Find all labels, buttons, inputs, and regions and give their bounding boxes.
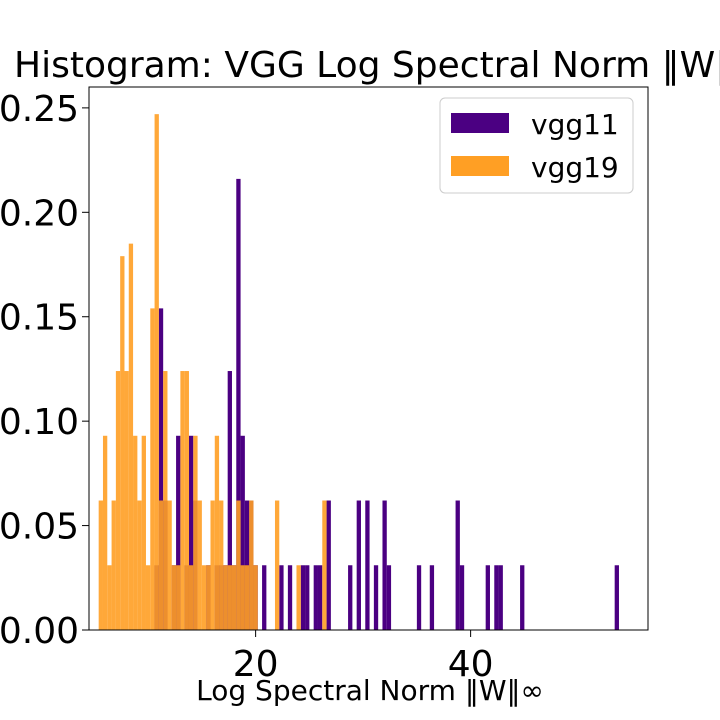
y-tick-label-0.00: 0.00 <box>0 611 79 652</box>
bar-vgg19-37 <box>274 500 280 630</box>
bar-vgg11-40 <box>520 565 525 630</box>
bar-vgg19-36 <box>253 565 258 630</box>
bar-vgg11-41 <box>614 565 619 630</box>
legend-label-vgg19: vgg19 <box>531 151 619 184</box>
bar-vgg11-25 <box>317 565 323 630</box>
bar-vgg11-15 <box>240 435 245 630</box>
bar-vgg19-35 <box>249 500 254 630</box>
bar-vgg11-21 <box>287 565 293 630</box>
x-axis-label: Log Spectral Norm ‖W‖∞ <box>196 674 544 707</box>
legend-label-vgg11: vgg11 <box>531 108 619 141</box>
plot-frame <box>88 86 649 631</box>
y-tick-label-0.25: 0.25 <box>0 89 79 130</box>
bar-vgg11-32 <box>386 565 392 630</box>
bar-vgg19-23 <box>197 500 202 630</box>
bar-vgg11-37 <box>485 565 490 630</box>
bar-vgg11-39 <box>498 565 503 630</box>
y-tick-label-0.20: 0.20 <box>0 193 79 234</box>
series-vgg19 <box>98 114 327 630</box>
legend-swatch-vgg11 <box>451 113 509 133</box>
bar-vgg19-16 <box>167 500 172 630</box>
bar-vgg19-30 <box>227 565 232 630</box>
bar-vgg11-20 <box>279 565 284 630</box>
bar-vgg19-13 <box>154 114 159 630</box>
chart-title: Histogram: VGG Log Spectral Norm ‖W‖∞ <box>14 45 720 86</box>
bar-vgg19-11 <box>145 565 151 630</box>
bar-vgg19-21 <box>188 565 194 630</box>
bar-vgg19-18 <box>176 565 181 630</box>
bar-vgg19-39 <box>322 500 327 630</box>
x-tick-label-20: 20 <box>233 644 279 685</box>
bar-vgg11-27 <box>348 565 353 630</box>
y-tick-label-0.10: 0.10 <box>0 402 79 443</box>
bar-vgg11-4 <box>176 435 181 630</box>
legend: vgg11 vgg19 <box>439 97 634 194</box>
bar-vgg19-24 <box>201 565 207 630</box>
bar-vgg19-22 <box>193 435 198 630</box>
bar-vgg19-5 <box>120 256 125 630</box>
bar-vgg19-34 <box>244 565 250 630</box>
bar-vgg19-19 <box>180 371 185 630</box>
bar-vgg11-35 <box>455 500 460 630</box>
bar-vgg19-15 <box>163 371 168 630</box>
bar-vgg19-32 <box>236 500 241 630</box>
bar-vgg19-12 <box>150 308 155 630</box>
bar-vgg19-3 <box>111 500 116 630</box>
bar-vgg19-25 <box>206 565 211 630</box>
ticks-layer: 20 40 0.00 0.05 0.10 0.15 0.20 0.25 <box>0 89 494 685</box>
legend-swatch-vgg19 <box>451 156 509 176</box>
bar-vgg11-19 <box>262 565 267 630</box>
bar-vgg11-30 <box>373 565 379 630</box>
x-tick-label-40: 40 <box>448 644 494 685</box>
bar-vgg11-6 <box>188 435 194 630</box>
series-vgg11 <box>154 178 619 630</box>
bar-vgg11-26 <box>326 500 331 630</box>
bar-vgg19-38 <box>296 565 301 630</box>
bar-vgg11-1 <box>158 308 164 630</box>
bar-vgg11-31 <box>382 500 387 630</box>
bar-vgg19-17 <box>171 565 177 630</box>
bar-vgg11-22 <box>300 565 306 630</box>
y-tick-label-0.05: 0.05 <box>0 507 79 548</box>
bar-vgg19-10 <box>141 435 146 630</box>
bar-vgg19-27 <box>214 435 220 630</box>
bar-vgg11-12 <box>227 371 232 630</box>
bar-vgg11-29 <box>365 500 370 630</box>
bar-vgg11-14 <box>236 178 241 630</box>
bar-vgg19-7 <box>128 243 134 630</box>
bar-vgg19-9 <box>137 500 142 630</box>
bar-vgg11-34 <box>429 565 435 630</box>
bar-vgg19-33 <box>240 565 245 630</box>
bar-vgg11-36 <box>459 565 465 630</box>
bar-vgg19-0 <box>98 500 103 630</box>
bar-vgg19-6 <box>124 371 129 630</box>
bar-vgg19-2 <box>107 565 112 630</box>
bar-vgg19-28 <box>219 500 224 630</box>
bar-vgg11-38 <box>494 565 499 630</box>
bar-vgg19-29 <box>223 565 228 630</box>
bar-vgg19-8 <box>133 435 138 630</box>
bar-vgg19-31 <box>231 565 237 630</box>
bar-vgg19-14 <box>158 500 164 630</box>
bar-vgg11-28 <box>356 500 361 630</box>
bar-vgg19-4 <box>115 371 121 630</box>
bar-vgg11-23 <box>305 565 310 630</box>
bar-vgg19-26 <box>210 500 215 630</box>
bar-vgg11-24 <box>313 565 318 630</box>
bars-layer <box>98 114 619 630</box>
bar-vgg11-33 <box>416 565 422 630</box>
bar-vgg19-20 <box>184 371 189 630</box>
y-tick-label-0.15: 0.15 <box>0 298 79 339</box>
bar-vgg19-1 <box>102 435 108 630</box>
